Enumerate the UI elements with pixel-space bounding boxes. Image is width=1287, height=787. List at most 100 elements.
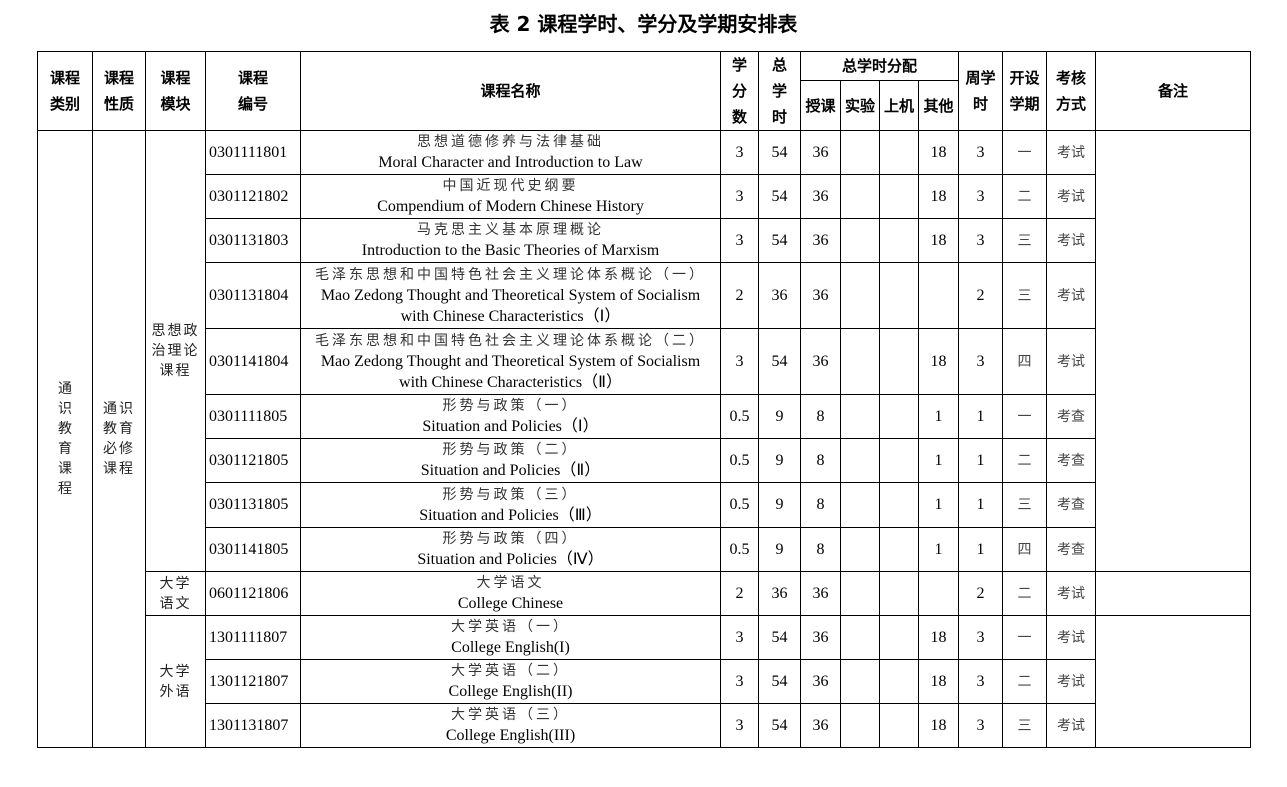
cell-other: 18	[917, 703, 960, 748]
cell-semester: 一	[1002, 394, 1048, 439]
header-total-hours: 总学时	[758, 51, 801, 131]
course-name-zh: 毛泽东思想和中国特色社会主义理论体系概论（二）	[315, 332, 706, 349]
course-name: 马克思主义基本原理概论 Introduction to the Basic The…	[300, 218, 721, 263]
cell-semester: 一	[1002, 615, 1048, 660]
header-computer: 上机	[879, 80, 919, 131]
cell-lecture: 36	[800, 703, 841, 748]
header-nature: 课程性质	[92, 51, 146, 131]
cell-total: 9	[758, 394, 801, 439]
cell-weekly: 3	[958, 130, 1004, 175]
table-row: 0301121805 形势与政策（二） Situation and Policies…	[38, 438, 1251, 483]
cell-exam: 考试	[1046, 218, 1097, 263]
table-row: 0301131804 毛泽东思想和中国特色社会主义理论体系概论（一） Mao Zed…	[38, 262, 1251, 329]
cell-semester: 三	[1002, 482, 1048, 528]
cell-lab	[840, 527, 880, 572]
cell-credits: 0.5	[720, 527, 759, 572]
header-category: 课程类别	[37, 51, 93, 131]
cell-other: 18	[917, 615, 960, 660]
header-lecture: 授课	[800, 80, 841, 131]
course-name-zh: 大学语文	[476, 575, 545, 591]
cell-weekly: 1	[958, 394, 1004, 439]
cell-exam: 考试	[1046, 262, 1097, 329]
cell-exam: 考试	[1046, 328, 1097, 395]
cell-computer	[879, 328, 919, 395]
course-code: 0301141804	[205, 328, 301, 395]
cell-computer	[879, 438, 919, 483]
cell-total: 54	[758, 659, 801, 704]
cell-other: 1	[917, 482, 960, 528]
course-name: 形势与政策（二） Situation and Policies（Ⅱ）	[300, 438, 721, 483]
cell-weekly: 3	[958, 218, 1004, 263]
cell-lab	[840, 703, 880, 748]
cell-lecture: 36	[800, 328, 841, 395]
cell-total: 54	[758, 130, 801, 175]
course-name-en: Compendium of Modern Chinese History	[377, 198, 644, 215]
cell-computer	[879, 262, 919, 329]
course-name-en: Introduction to the Basic Theories of Ma…	[361, 242, 660, 259]
table-row: 大学外语 1301111807 大学英语（一） College English(I) 3…	[38, 615, 1252, 748]
course-name-zh: 马克思主义基本原理概论	[417, 222, 604, 238]
cell-other: 18	[917, 174, 960, 219]
cell-credits: 3	[720, 218, 759, 263]
table-row: 1301121807 大学英语（二） College English(II) 3 54 3…	[38, 659, 1251, 704]
cell-credits: 3	[720, 659, 759, 704]
table-title: 表 2 课程学时、学分及学期安排表	[489, 12, 798, 36]
cell-weekly: 3	[958, 328, 1004, 395]
cell-lab	[840, 438, 880, 483]
header-distribution: 总学时分配	[799, 51, 960, 81]
course-name-zh: 形势与政策（二）	[442, 442, 579, 458]
cell-credits: 3	[720, 615, 759, 660]
course-name-en: Mao Zedong Thought and Theoretical Syste…	[320, 286, 701, 304]
module-label: 大学外语	[159, 663, 192, 700]
cell-other: 18	[917, 130, 960, 175]
header-exam: 考核方式	[1046, 51, 1097, 131]
course-code: 0301141805	[205, 527, 301, 572]
course-name: 形势与政策（一） Situation and Policies（Ⅰ）	[300, 394, 721, 439]
cell-exam: 考试	[1046, 615, 1097, 660]
table-row: 0301111805 形势与政策（一） Situation and Policies…	[38, 394, 1251, 439]
module-label: 思想政治理论课程	[151, 323, 200, 379]
header-weekly: 周学时	[958, 51, 1004, 131]
cell-exam: 考试	[1046, 659, 1097, 704]
remarks-cell	[1095, 130, 1252, 572]
course-name-zh: 形势与政策（四）	[442, 531, 579, 547]
cell-total: 9	[758, 438, 801, 483]
course-name: 大学英语（一） College English(I)	[300, 615, 721, 660]
course-name-en: College English(III)	[445, 727, 576, 744]
cell-semester: 二	[1002, 659, 1048, 704]
cell-lecture: 36	[800, 130, 841, 175]
cell-other: 1	[917, 527, 960, 572]
course-name-en: Situation and Policies（Ⅲ）	[419, 506, 602, 524]
course-name: 大学英语（三） College English(III)	[300, 703, 721, 748]
cell-semester: 二	[1002, 571, 1048, 616]
cell-other	[917, 262, 960, 329]
header-subrow: 授课 实验 上机 其他	[38, 80, 1251, 131]
cell-exam: 考查	[1046, 438, 1097, 483]
cell-semester: 四	[1002, 527, 1048, 572]
cell-exam: 考试	[1046, 703, 1097, 748]
module-cell: 大学语文	[145, 571, 206, 616]
cell-lab	[840, 615, 880, 660]
course-name-en: Situation and Policies（Ⅰ）	[422, 418, 599, 435]
header-remarks: 备注	[1095, 51, 1252, 131]
course-name: 大学英语（二） College English(II)	[300, 659, 721, 704]
table-row: 大学语文 0601121806 大学语文 College Chinese 2 36 36 2 二…	[38, 571, 1252, 616]
header-code: 课程编号	[205, 51, 301, 131]
course-name-zh: 大学英语（二）	[451, 663, 570, 679]
cell-lab	[840, 328, 880, 395]
cell-lab	[840, 394, 880, 439]
course-code: 1301121807	[205, 659, 301, 704]
course-name-en: Mao Zedong Thought and Theoretical Syste…	[320, 352, 701, 370]
cell-exam: 考查	[1046, 527, 1097, 572]
course-code: 0301111805	[205, 394, 301, 439]
course-name: 毛泽东思想和中国特色社会主义理论体系概论（一） Mao Zedong Though…	[300, 262, 721, 329]
course-code: 1301111807	[205, 615, 301, 660]
cell-lecture: 36	[800, 571, 841, 616]
cell-weekly: 3	[958, 703, 1004, 748]
course-name-zh: 形势与政策（一）	[442, 398, 579, 414]
cell-semester: 四	[1002, 328, 1048, 395]
course-name-zh: 形势与政策（三）	[442, 486, 579, 503]
cell-lab	[840, 571, 880, 616]
cell-lecture: 36	[800, 615, 841, 660]
course-name-zh: 思想道德修养与法律基础	[417, 134, 604, 150]
